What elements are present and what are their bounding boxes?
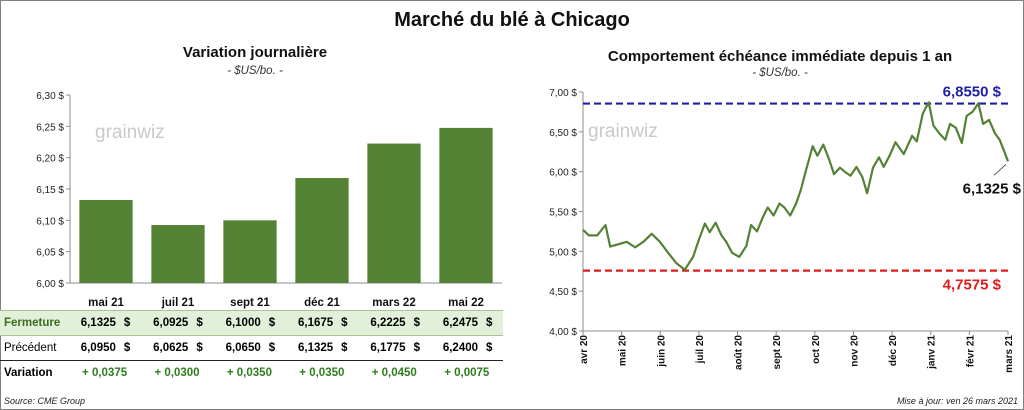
y-tick-label: 6,00 $ (36, 279, 64, 290)
bar-chart: grainwiz 6,00 $ 6,05 $ 6,10 $ 6,15 $ 6,20 $ 6,… (36, 91, 502, 309)
x-tick-label: mars 22 (372, 297, 415, 309)
callout-leader (993, 163, 1007, 176)
currency-symbol: $ (190, 310, 214, 336)
row-label: Précédent (0, 335, 69, 361)
table-cell: 6,0625 (140, 335, 191, 361)
table-cell: + 0,0450 (371, 367, 417, 379)
table-cell: + 0,0300 (154, 367, 200, 379)
currency-symbol: $ (407, 335, 431, 361)
x-tick-label: mai 22 (448, 297, 484, 309)
table-cell: 6,2475 (430, 310, 481, 336)
table-cell: 6,2400 (430, 335, 481, 361)
left-chart-unit: - $US/bo. - (227, 65, 283, 77)
left-chart-title: Variation journalière (182, 44, 328, 61)
y-tick-label: 5,00 $ (549, 247, 577, 258)
update-note: Mise à jour: ven 26 mars 2021 (896, 396, 1018, 406)
source-note: Source: CME Group (4, 396, 86, 406)
y-tick-label: 6,05 $ (36, 248, 64, 259)
row-label: Fermeture (0, 310, 69, 336)
x-tick-label: mai 20 (618, 335, 629, 367)
bar (367, 143, 421, 283)
currency-symbol: $ (117, 335, 141, 361)
y-tick-label: 4,50 $ (549, 287, 577, 298)
currency-symbol: $ (190, 335, 214, 361)
bar (223, 220, 277, 283)
table-cell: + 0,0350 (299, 367, 345, 379)
currency-symbol: $ (335, 310, 359, 336)
currency-symbol: $ (407, 310, 431, 336)
table-cell: 6,1775 (358, 335, 408, 361)
currency-symbol: $ (262, 335, 286, 361)
x-tick-label: déc 20 (888, 335, 899, 367)
currency-symbol: $ (117, 310, 141, 336)
bar (79, 199, 133, 283)
right-chart-title: Comportement échéance immédiate depuis 1… (607, 48, 953, 65)
line-chart: grainwiz 4,00 $ 4,50 $ 5,00 $ 5,50 $ 6,00 $ 6,… (549, 84, 1021, 373)
x-tick-label: janv 21 (927, 335, 938, 370)
x-tick-label: juil 21 (161, 297, 195, 309)
y-tick-label: 5,50 $ (549, 208, 577, 219)
watermark: grainwiz (588, 121, 658, 142)
y-tick-label: 6,50 $ (549, 128, 577, 139)
y-tick-label: 6,25 $ (36, 122, 64, 133)
y-tick-label: 4,00 $ (549, 327, 577, 338)
table-row-variation: Variation + 0,0375 + 0,0300 + 0,0350 + 0… (0, 361, 503, 386)
x-tick-label: déc 21 (304, 297, 340, 309)
x-tick-label: août 20 (734, 335, 745, 370)
bar (295, 178, 349, 283)
x-tick-label: mars 21 (1004, 335, 1015, 373)
currency-symbol: $ (262, 310, 286, 336)
currency-symbol: $ (480, 335, 503, 361)
page-title: Marché du blé à Chicago (394, 9, 630, 31)
y-tick-label: 6,15 $ (36, 185, 64, 196)
row-label: Variation (4, 367, 53, 379)
y-tick-label: 6,00 $ (549, 168, 577, 179)
table-cell: 6,1325 (285, 335, 336, 361)
table-cell: 6,0650 (213, 335, 263, 361)
table-cell: + 0,0350 (226, 367, 272, 379)
y-tick-label: 6,20 $ (36, 154, 64, 165)
x-tick-label: sept 21 (230, 297, 270, 309)
watermark: grainwiz (95, 122, 165, 143)
x-tick-label: juin 20 (656, 335, 667, 368)
last-value-label: 6,1325 $ (963, 180, 1022, 197)
bar (151, 225, 205, 283)
low-value-label: 4,7575 $ (943, 277, 1002, 294)
x-tick-label: sept 20 (772, 335, 783, 370)
table-row-fermeture: Fermeture 6,1325 $ 6,0925 $ 6,1000 $ 6,1675… (0, 310, 503, 336)
table-cell: + 0,0075 (444, 367, 490, 379)
x-tick-label: juil 20 (695, 335, 706, 365)
bar (439, 127, 493, 284)
x-tick-label: oct 20 (811, 335, 822, 364)
table-cell: 6,0950 (68, 335, 118, 361)
table-cell: 6,1000 (213, 310, 263, 336)
price-table: Fermeture 6,1325 $ 6,0925 $ 6,1000 $ 6,1675… (0, 310, 503, 385)
price-line (582, 101, 1010, 271)
currency-symbol: $ (480, 310, 503, 336)
high-value-label: 6,8550 $ (943, 84, 1002, 101)
y-tick-label: 6,10 $ (36, 216, 64, 227)
table-cell: 6,1675 (285, 310, 336, 336)
x-tick-label: févr 21 (965, 335, 976, 368)
right-chart-unit: - $US/bo. - (752, 67, 808, 79)
table-cell: 6,0925 (140, 310, 191, 336)
x-tick-label: avr 20 (579, 335, 590, 364)
table-cell: 6,1325 (68, 310, 118, 336)
y-tick-label: 7,00 $ (549, 88, 577, 99)
table-cell: 6,2225 (358, 310, 408, 336)
x-tick-label: mai 21 (88, 297, 124, 309)
x-tick-label: nov 20 (849, 335, 860, 367)
y-tick-label: 6,30 $ (36, 91, 64, 102)
table-row-precedent: Précédent 6,0950 $ 6,0625 $ 6,0650 $ 6,1325… (0, 335, 503, 361)
table-cell: + 0,0375 (82, 367, 128, 379)
currency-symbol: $ (335, 335, 359, 361)
